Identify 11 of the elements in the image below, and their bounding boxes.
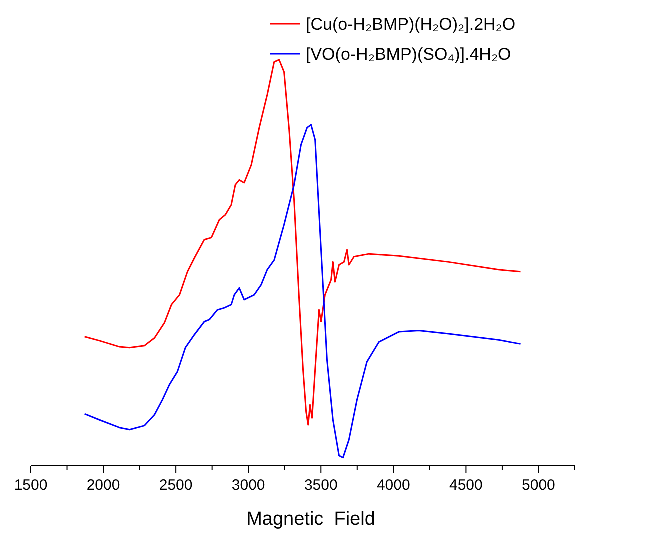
x-tick-label: 4000 <box>376 477 410 494</box>
x-tick-label: 2000 <box>86 477 120 494</box>
x-tick-label: 2500 <box>159 477 193 494</box>
x-axis-title: Magnetic Field <box>246 509 376 530</box>
x-tick-label: 1500 <box>14 477 48 494</box>
x-tick-label: 5000 <box>522 477 556 494</box>
x-tick-label: 3000 <box>232 477 266 494</box>
legend-label: [VO(o-H₂BMP)(SO₄)].4H₂O <box>306 45 512 64</box>
x-tick-label: 4500 <box>450 477 483 494</box>
legend-label: [Cu(o-H₂BMP)(H₂O)₂].2H₂O <box>306 15 516 34</box>
x-tick-label: 3500 <box>304 477 338 494</box>
